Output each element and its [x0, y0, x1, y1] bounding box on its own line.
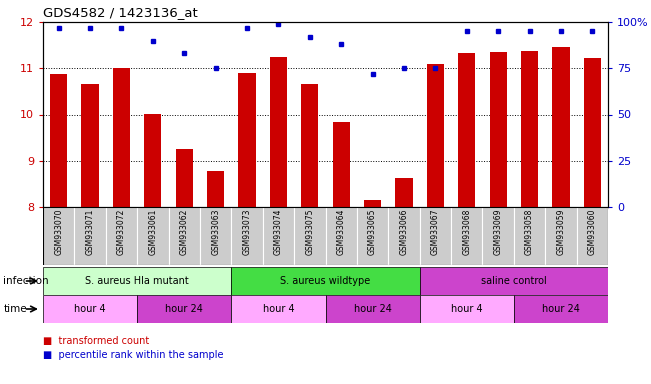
Text: infection: infection — [3, 276, 49, 286]
Bar — [584, 58, 601, 207]
Bar — [364, 200, 381, 207]
Bar — [420, 207, 451, 265]
Bar — [577, 207, 608, 265]
Bar — [105, 207, 137, 265]
Bar — [514, 295, 608, 323]
Text: GSM933064: GSM933064 — [337, 209, 346, 255]
Text: GSM933069: GSM933069 — [493, 209, 503, 255]
Text: GSM933062: GSM933062 — [180, 209, 189, 255]
Text: S. aureus Hla mutant: S. aureus Hla mutant — [85, 276, 189, 286]
Text: hour 24: hour 24 — [542, 304, 580, 314]
Text: hour 4: hour 4 — [262, 304, 294, 314]
Text: GSM933066: GSM933066 — [400, 209, 408, 255]
Bar — [200, 207, 231, 265]
Text: GSM933068: GSM933068 — [462, 209, 471, 255]
Bar — [326, 295, 420, 323]
Bar — [294, 207, 326, 265]
Text: saline control: saline control — [481, 276, 547, 286]
Bar — [426, 64, 444, 207]
Text: GSM933059: GSM933059 — [557, 209, 566, 255]
Text: hour 24: hour 24 — [353, 304, 391, 314]
Bar — [207, 171, 225, 207]
Text: GSM933075: GSM933075 — [305, 209, 314, 255]
Text: hour 24: hour 24 — [165, 304, 203, 314]
Text: GSM933073: GSM933073 — [243, 209, 251, 255]
Bar — [137, 207, 169, 265]
Text: GSM933067: GSM933067 — [431, 209, 440, 255]
Bar — [357, 207, 388, 265]
Text: GSM933060: GSM933060 — [588, 209, 597, 255]
Bar — [176, 149, 193, 207]
Text: GSM933072: GSM933072 — [117, 209, 126, 255]
Bar — [552, 48, 570, 207]
Bar — [137, 295, 231, 323]
Bar — [43, 295, 137, 323]
Bar — [231, 207, 263, 265]
Bar — [145, 114, 161, 207]
Bar — [521, 51, 538, 207]
Text: GSM933061: GSM933061 — [148, 209, 158, 255]
Text: hour 4: hour 4 — [451, 304, 482, 314]
Text: GSM933070: GSM933070 — [54, 209, 63, 255]
Bar — [388, 207, 420, 265]
Bar — [81, 83, 99, 207]
Bar — [482, 207, 514, 265]
Bar — [514, 207, 546, 265]
Text: GSM933065: GSM933065 — [368, 209, 377, 255]
Text: ■  percentile rank within the sample: ■ percentile rank within the sample — [43, 350, 223, 360]
Bar — [333, 122, 350, 207]
Text: ■  transformed count: ■ transformed count — [43, 336, 149, 346]
Bar — [420, 267, 608, 295]
Bar — [270, 57, 287, 207]
Bar — [301, 83, 318, 207]
Bar — [395, 178, 413, 207]
Bar — [50, 74, 67, 207]
Bar — [231, 295, 326, 323]
Bar — [43, 267, 231, 295]
Bar — [113, 68, 130, 207]
Bar — [451, 207, 482, 265]
Text: time: time — [3, 304, 27, 314]
Text: hour 4: hour 4 — [74, 304, 106, 314]
Bar — [231, 267, 420, 295]
Bar — [74, 207, 105, 265]
Bar — [238, 73, 256, 207]
Text: GSM933074: GSM933074 — [274, 209, 283, 255]
Text: GSM933071: GSM933071 — [85, 209, 94, 255]
Text: GSM933063: GSM933063 — [211, 209, 220, 255]
Bar — [326, 207, 357, 265]
Bar — [546, 207, 577, 265]
Text: GDS4582 / 1423136_at: GDS4582 / 1423136_at — [43, 6, 198, 19]
Bar — [458, 53, 475, 207]
Text: S. aureus wildtype: S. aureus wildtype — [281, 276, 370, 286]
Bar — [490, 52, 506, 207]
Bar — [263, 207, 294, 265]
Text: GSM933058: GSM933058 — [525, 209, 534, 255]
Bar — [169, 207, 200, 265]
Bar — [43, 207, 74, 265]
Bar — [420, 295, 514, 323]
